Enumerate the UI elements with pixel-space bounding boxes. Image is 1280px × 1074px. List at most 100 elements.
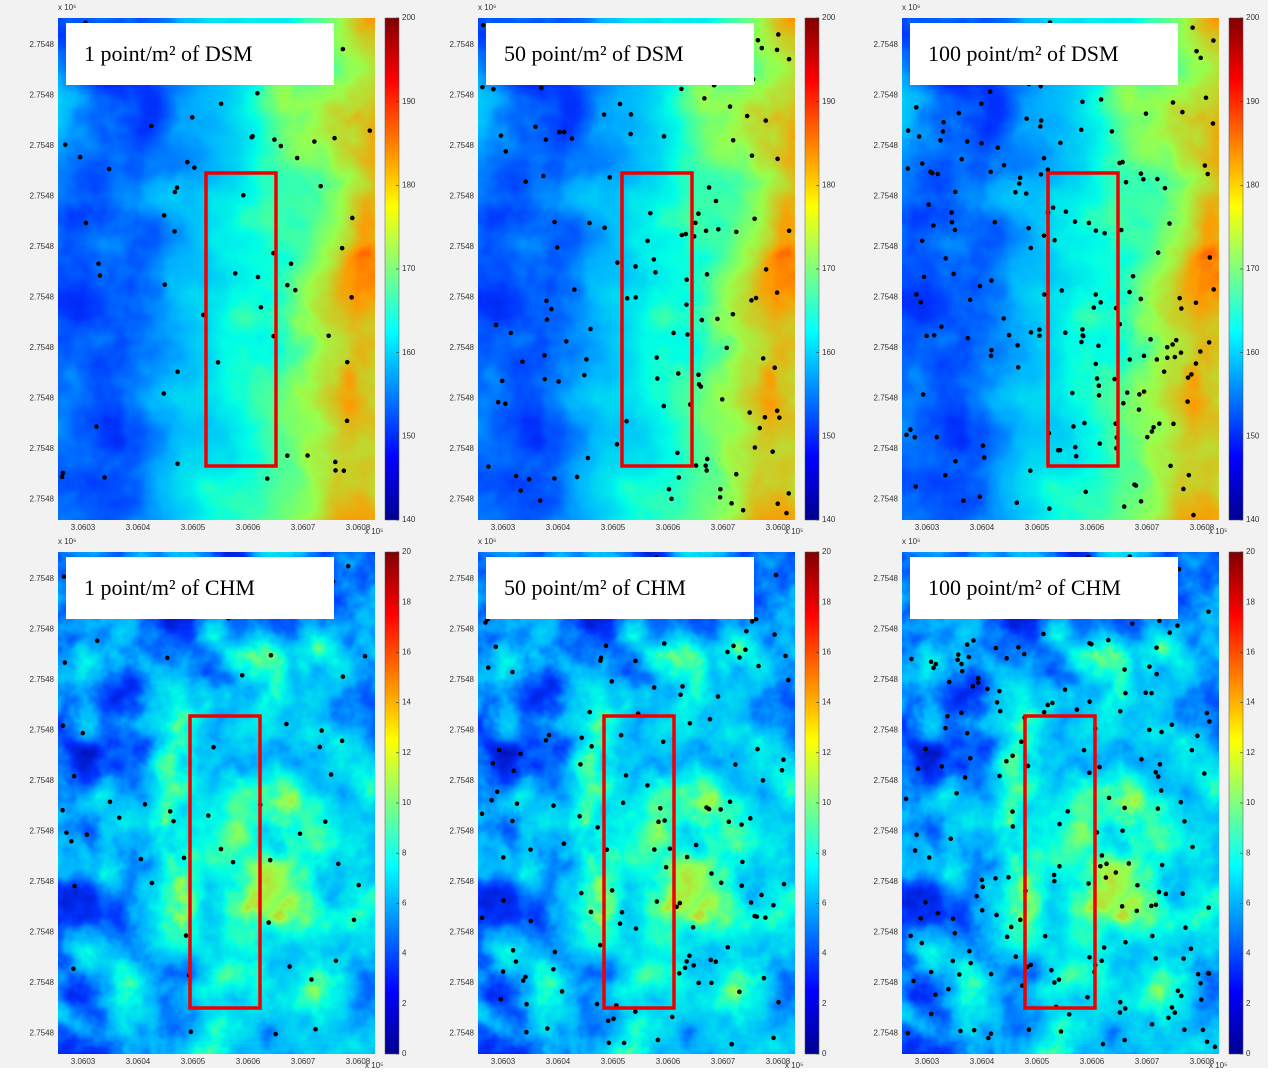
- sample-point: [745, 114, 750, 119]
- sample-point: [175, 185, 180, 190]
- sample-point: [918, 300, 923, 305]
- y-tick-label: 2.7548: [450, 928, 475, 937]
- sample-point: [206, 813, 211, 818]
- sample-point: [948, 836, 953, 841]
- sample-point: [107, 167, 112, 172]
- sample-point: [1029, 330, 1034, 335]
- sample-point: [749, 900, 754, 905]
- sample-point: [748, 816, 753, 821]
- sample-point: [953, 228, 958, 233]
- panel-label: 1 point/m² of CHM: [84, 575, 255, 600]
- x-tick-label: 3.0607: [291, 523, 316, 532]
- sample-point: [255, 91, 260, 96]
- sample-point: [1052, 238, 1057, 243]
- sample-point: [707, 807, 712, 812]
- sample-point: [1028, 246, 1033, 251]
- sample-point: [241, 193, 246, 198]
- sample-point: [544, 299, 549, 304]
- y-tick-label: 2.7548: [30, 726, 55, 735]
- colorbar-tick-label: 150: [822, 431, 836, 440]
- y-tick-label: 2.7548: [30, 574, 55, 583]
- sample-point: [911, 979, 916, 984]
- sample-point: [588, 327, 593, 332]
- sample-point: [1157, 619, 1162, 624]
- sample-point: [572, 287, 577, 292]
- sample-point: [786, 491, 791, 496]
- sample-point: [1059, 288, 1064, 293]
- sample-point: [346, 564, 351, 569]
- colorbar-tick-label: 160: [402, 348, 416, 357]
- sample-point: [117, 815, 122, 820]
- sample-point: [913, 848, 918, 853]
- sample-point: [989, 972, 994, 977]
- sample-point: [974, 894, 979, 899]
- sample-point: [972, 1028, 977, 1033]
- sample-point: [684, 959, 689, 964]
- sample-point: [936, 911, 941, 916]
- sample-point: [633, 659, 638, 664]
- sample-point: [1127, 357, 1132, 362]
- sample-point: [1014, 500, 1019, 505]
- y-tick-label: 2.7548: [450, 726, 475, 735]
- y-tick-label: 2.7548: [30, 242, 55, 251]
- sample-point: [912, 435, 917, 440]
- panel-label: 50 point/m² of DSM: [504, 41, 684, 66]
- x-tick-label: 3.0603: [915, 523, 940, 532]
- sample-point: [589, 910, 594, 915]
- sample-point: [173, 190, 178, 195]
- sample-point: [1104, 875, 1109, 880]
- sample-point: [1002, 163, 1007, 168]
- sample-point: [668, 846, 673, 851]
- sample-point: [929, 659, 934, 664]
- sample-point: [1118, 709, 1123, 714]
- sample-point: [499, 133, 504, 138]
- sample-point: [96, 261, 101, 266]
- sample-point: [602, 112, 607, 117]
- sample-point: [947, 680, 952, 685]
- colorbar-tick-label: 18: [1246, 597, 1255, 606]
- colorbar-tick-label: 14: [402, 698, 411, 707]
- sample-point: [493, 644, 498, 649]
- sample-point: [696, 372, 701, 377]
- colorbar-tick-label: 20: [1246, 547, 1255, 556]
- sample-point: [1112, 377, 1117, 382]
- sample-point: [1094, 228, 1099, 233]
- colorbar-tick-label: 170: [1246, 264, 1260, 273]
- sample-point: [771, 903, 776, 908]
- y-tick-label: 2.7548: [450, 40, 475, 49]
- sample-point: [604, 644, 609, 649]
- y-tick-label: 2.7548: [30, 978, 55, 987]
- colorbar-tick-label: 150: [1246, 431, 1260, 440]
- sample-point: [336, 862, 341, 867]
- sample-point: [652, 257, 657, 262]
- y-tick-label: 2.7548: [874, 343, 899, 352]
- colorbar-tick-label: 14: [822, 698, 831, 707]
- sample-point: [219, 101, 224, 106]
- sample-point: [941, 120, 946, 125]
- sample-point: [606, 1018, 611, 1023]
- sample-point: [1074, 454, 1079, 459]
- y-exponent: x 10⁶: [902, 537, 920, 546]
- sample-point: [503, 402, 508, 407]
- sample-point: [752, 216, 757, 221]
- colorbar-tick-label: 20: [402, 547, 411, 556]
- sample-point: [763, 915, 768, 920]
- sample-point: [1037, 333, 1042, 338]
- sample-point: [1141, 177, 1146, 182]
- sample-point: [1151, 425, 1156, 430]
- y-exponent: x 10⁶: [478, 537, 496, 546]
- sample-point: [1107, 796, 1112, 801]
- sample-point: [684, 277, 689, 282]
- sample-point: [1047, 506, 1052, 511]
- y-tick-label: 2.7548: [30, 928, 55, 937]
- sample-point: [501, 969, 506, 974]
- sample-point: [528, 919, 533, 924]
- sample-point: [185, 160, 190, 165]
- sample-point: [497, 748, 502, 753]
- sample-point: [1010, 753, 1015, 758]
- sample-point: [84, 221, 89, 226]
- sample-point: [905, 166, 910, 171]
- sample-point: [905, 1031, 910, 1036]
- sample-point: [943, 256, 948, 261]
- sample-point: [1083, 490, 1088, 495]
